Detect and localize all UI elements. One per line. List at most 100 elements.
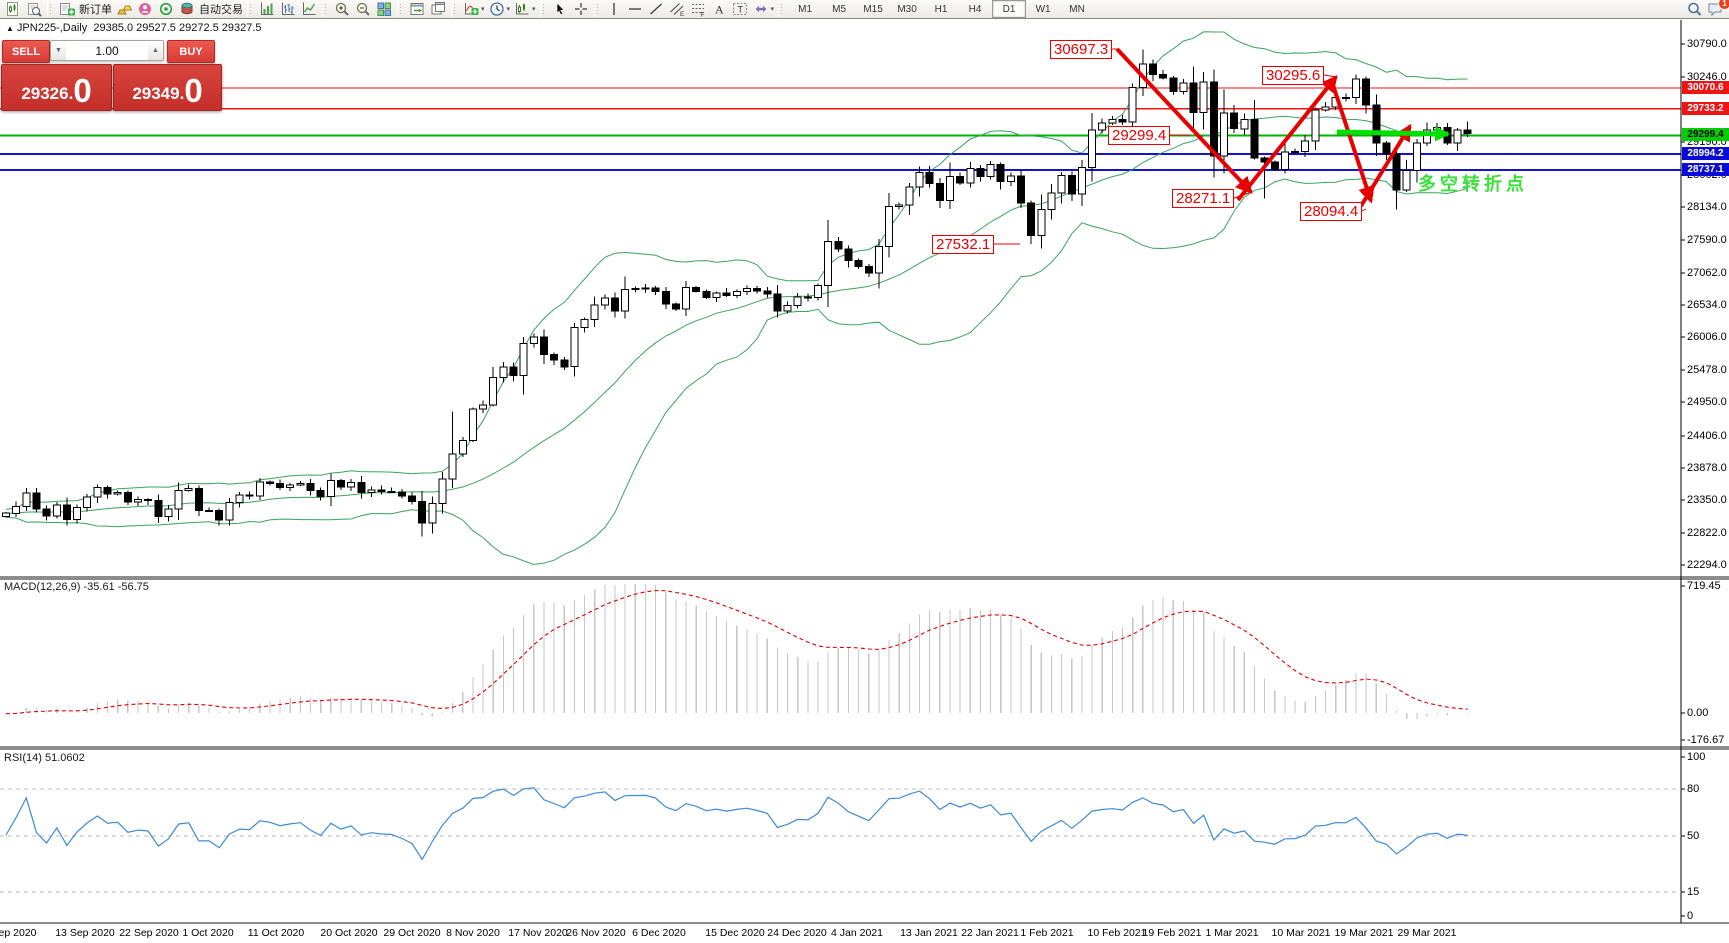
sell-price-display[interactable]: 29326. 0 [1,64,112,111]
text-icon[interactable]: A [709,1,730,18]
volume-increase-icon[interactable]: ▲ [148,41,163,60]
date-axis-label: 20 Oct 2020 [320,927,378,939]
price-axis-tick: 30246.0 [1687,71,1727,83]
timeframe-h4-button[interactable]: H4 [968,3,982,15]
price-tag: 28994.2 [1682,147,1729,161]
price-axis-tick: 23878.0 [1687,462,1727,474]
sell-price-big-digit: 0 [73,72,92,109]
text-label-icon[interactable]: T [730,1,751,18]
chevron-down-icon[interactable]: ▾ [481,6,485,13]
timeframe-mn-button[interactable]: MN [1069,3,1085,15]
price-axis-tick: 30790.0 [1687,38,1727,50]
tile-windows-icon[interactable] [374,1,395,18]
community-icon[interactable] [135,1,156,18]
timeframe-h1-button[interactable]: H1 [934,3,948,15]
equidistant-channel-icon[interactable]: E [667,1,688,18]
cursor-icon[interactable] [550,1,571,18]
price-axis-tick: 22822.0 [1687,527,1727,539]
date-axis-label: 29 Oct 2020 [383,927,441,939]
periods-icon[interactable]: ▾ [487,1,513,18]
zoom-in-icon[interactable] [332,1,353,18]
autotrading-label: 自动交易 [199,4,243,16]
arrows-icon[interactable]: ▾ [751,1,777,18]
toolbar-separator [778,1,787,17]
gold-bars-icon[interactable] [114,1,135,18]
date-axis-label: Sep 2020 [0,927,37,939]
new-order-button[interactable]: 新订单 [57,1,114,18]
chart-note-text[interactable]: 多空转折点 [1418,174,1528,194]
date-axis-label: 10 Mar 2021 [1271,927,1331,939]
autotrading-button[interactable]: 自动交易 [177,1,245,18]
date-axis-label: 22 Sep 2020 [119,927,179,939]
zoom-preview-icon[interactable] [24,1,45,18]
price-annotation[interactable]: 28271.1 [1172,189,1235,208]
price-annotation[interactable]: 29299.4 [1108,126,1171,145]
volume-stepper[interactable]: ▼ 1.00 ▲ [50,40,164,61]
price-axis-tick: 25478.0 [1687,364,1727,376]
line-chart-icon[interactable] [299,1,320,18]
trend-arrow[interactable] [1330,81,1375,204]
trend-arrow[interactable] [1236,75,1338,202]
price-tag: 29299.4 [1682,128,1729,142]
symbol-marker-icon: ▲ [6,24,14,33]
vertical-line-icon[interactable] [604,1,625,18]
one-click-trade-panel: SELL ▼ 1.00 ▲ BUY 29326. 0 29349. 0 [1,39,222,111]
add-indicator-icon[interactable]: ▾ [461,1,487,18]
rsi-axis-tick: 15 [1687,886,1700,898]
date-axis-label: 6 Dec 2020 [632,927,686,939]
date-axis-label: 24 Dec 2020 [767,927,827,939]
crosshair-icon[interactable] [571,1,592,18]
timeframe-m30-button[interactable]: M30 [897,3,917,15]
chat-icon[interactable]: 1 [1705,0,1729,18]
date-axis-label: 1 Feb 2021 [1020,927,1074,939]
timeframe-m5-button[interactable]: M5 [832,3,847,15]
sell-price-main: 29326 [21,84,69,103]
ohlc-bars-icon[interactable] [278,1,299,18]
date-axis-label: 19 Mar 2021 [1334,927,1394,939]
chevron-down-icon[interactable]: ▾ [770,6,775,13]
chart-page-icon[interactable] [3,1,24,18]
sell-button[interactable]: SELL [2,40,50,63]
toolbar: 新订单 自动交易 ▾ ▾ ▾ E F A T ▾ M1 M5 M15 M30 H1 H4 D1 W1 MN 1 [0,0,1729,19]
chevron-down-icon[interactable]: ▾ [506,6,511,13]
svg-text:T: T [737,5,743,15]
date-axis-label: 10 Feb 2021 [1087,927,1147,939]
date-axis-label: 22 Jan 2021 [961,927,1019,939]
timeframe-d1-button[interactable]: D1 [992,0,1027,18]
toolbar-separator [593,1,602,17]
volume-value[interactable]: 1.00 [95,43,119,58]
timeframe-w1-button[interactable]: W1 [1035,3,1051,15]
price-annotation[interactable]: 30697.3 [1050,40,1113,59]
bar-chart-up-icon[interactable] [257,1,278,18]
price-annotation[interactable]: 27532.1 [932,235,995,254]
notification-badge: 1 [1718,0,1729,10]
chevron-down-icon[interactable]: ▾ [532,6,536,13]
zoom-out-icon[interactable] [353,1,374,18]
buy-price-display[interactable]: 29349. 0 [113,64,222,111]
horizontal-line-icon[interactable] [625,1,646,18]
chart-template-icon[interactable]: ▾ [512,1,538,18]
price-axis-tick: 27062.0 [1687,267,1727,279]
price-axis-tick: 23350.0 [1687,494,1727,506]
buy-button[interactable]: BUY [167,40,215,63]
timeframe-m15-button[interactable]: M15 [863,3,883,15]
price-tag: 28737.1 [1682,162,1729,176]
volume-decrease-icon[interactable]: ▼ [51,41,66,60]
price-annotation[interactable]: 30295.6 [1262,66,1325,85]
fibonacci-icon[interactable]: F [688,1,709,18]
trend-arrow[interactable] [1359,123,1412,208]
trend-arrow[interactable] [1115,47,1253,194]
timeframe-m1-button[interactable]: M1 [798,3,813,15]
trendline-icon[interactable] [646,1,667,18]
price-annotation[interactable]: 28094.4 [1300,202,1363,221]
price-tag: 30070.6 [1682,81,1729,95]
green-trend-arrow[interactable] [1336,126,1451,142]
date-axis-label: 19 Feb 2021 [1142,927,1202,939]
arrange-windows-icon[interactable] [407,1,428,18]
expert-advisor-icon[interactable] [156,1,177,18]
cascade-windows-icon[interactable] [428,1,449,18]
search-icon[interactable] [1684,1,1705,18]
buy-price-main: 29349 [132,84,180,103]
buy-price-big-digit: 0 [184,72,203,109]
